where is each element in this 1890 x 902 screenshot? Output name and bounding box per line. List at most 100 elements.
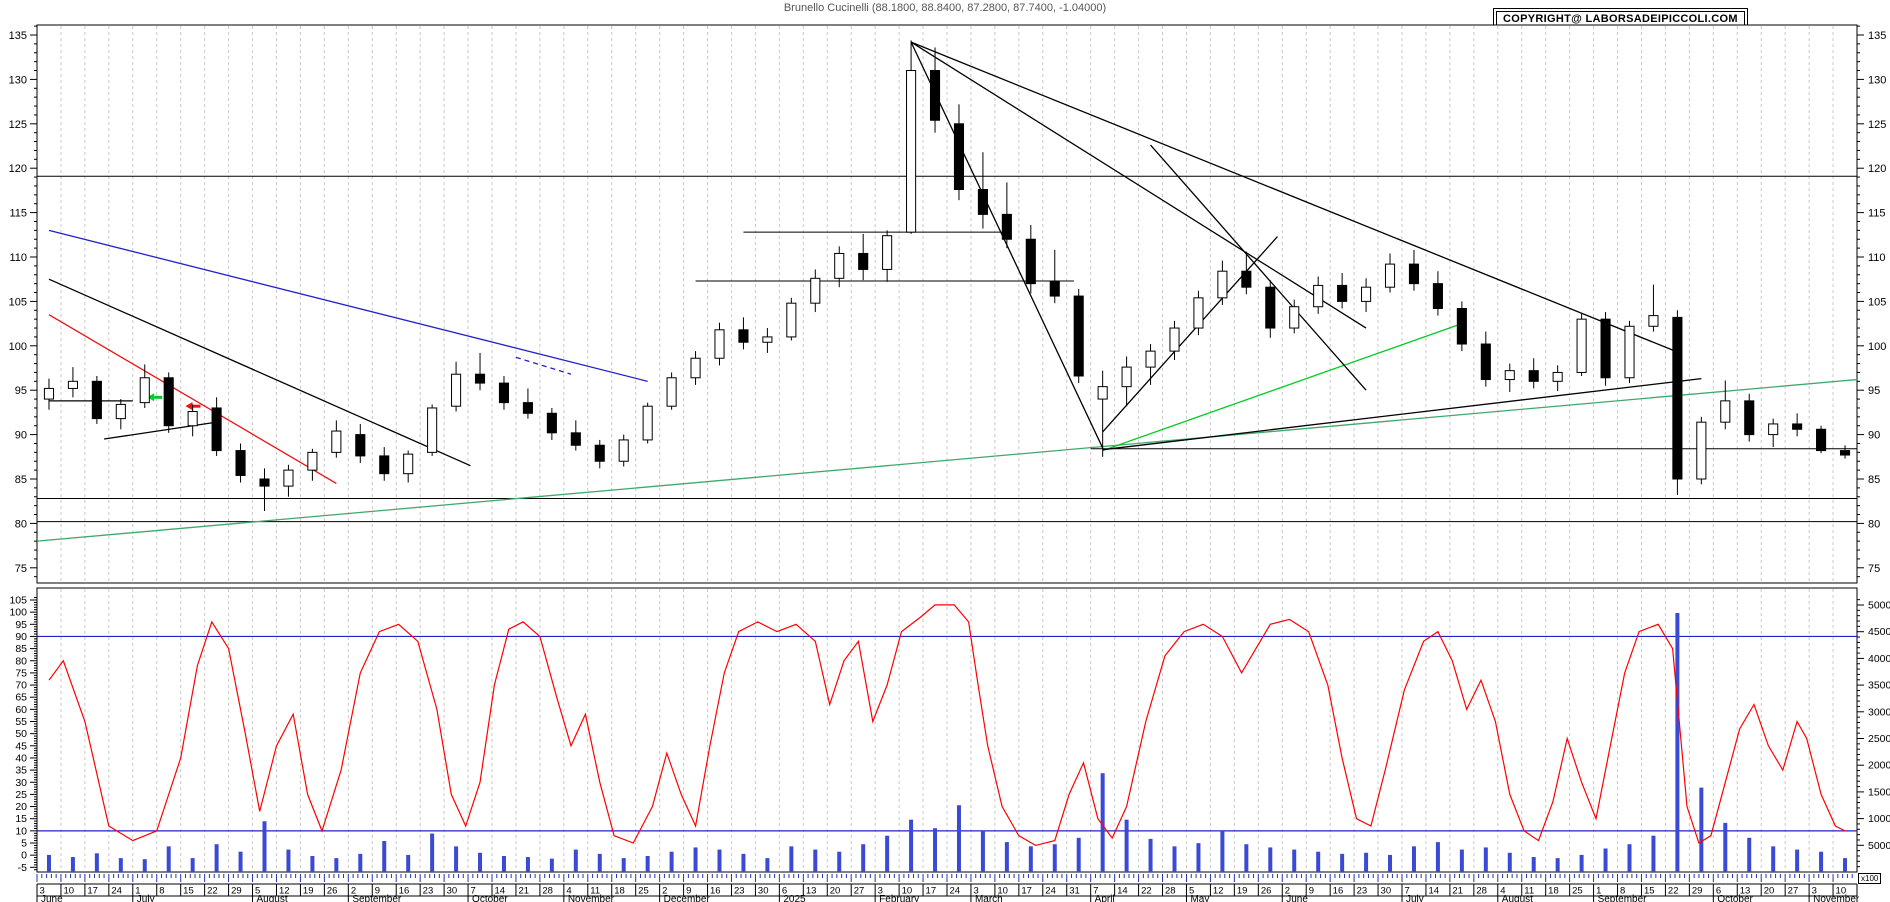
- candle-down: [1792, 423, 1803, 430]
- svg-text:7: 7: [471, 886, 476, 897]
- volume-bar: [214, 844, 219, 872]
- candle-down: [1337, 284, 1348, 302]
- svg-text:7: 7: [1405, 886, 1410, 897]
- volume-bar: [454, 846, 459, 872]
- candlesticks: [43, 40, 1851, 511]
- svg-text:8: 8: [159, 886, 164, 897]
- svg-text:19: 19: [303, 886, 314, 897]
- candle-down: [1025, 238, 1036, 285]
- svg-text:25: 25: [15, 789, 27, 801]
- candle-down: [929, 70, 941, 121]
- volume-bar: [1435, 842, 1440, 872]
- candle-down: [1408, 263, 1420, 285]
- volume-bar: [1675, 613, 1680, 872]
- volume-bar: [909, 819, 914, 872]
- volume-bar: [430, 833, 435, 872]
- volume-bar: [1124, 819, 1129, 872]
- svg-text:August: August: [257, 894, 288, 902]
- candle-up: [1313, 284, 1324, 308]
- volume-bar: [1699, 787, 1704, 872]
- volume-bar: [573, 849, 578, 872]
- volume-bar: [334, 858, 339, 872]
- svg-text:80: 80: [1868, 518, 1880, 530]
- svg-text:105: 105: [9, 296, 27, 308]
- candle-up: [1121, 366, 1132, 388]
- candle-up: [307, 451, 318, 471]
- svg-text:12: 12: [1213, 886, 1224, 897]
- svg-text:30000: 30000: [1868, 706, 1890, 718]
- candle-up: [115, 403, 126, 420]
- volume-bar: [70, 857, 75, 872]
- candle-down: [355, 434, 366, 457]
- svg-text:135: 135: [1868, 30, 1886, 42]
- svg-text:31: 31: [1069, 886, 1080, 897]
- volume-bar: [789, 846, 794, 872]
- volume-bar: [1723, 822, 1728, 872]
- volume-bar: [1771, 846, 1776, 872]
- date-axis: 3 10 17 24 1 8 15 22 29 5 12 19 26 2 9 16 23 30 7 14 21 28 4 11…: [36, 874, 1860, 902]
- volume-bar: [1843, 858, 1848, 872]
- svg-text:March: March: [975, 894, 1003, 902]
- volume-bar: [956, 805, 961, 872]
- volume-bar: [1411, 846, 1416, 872]
- svg-text:10: 10: [15, 825, 27, 837]
- candle-up: [714, 329, 725, 359]
- candle-up: [1552, 371, 1563, 382]
- price-axis: 75 75 80 80 85 85 90 90 95 95 100 100 105 105 110 110 11…: [9, 25, 1886, 578]
- svg-text:135: 135: [9, 30, 27, 42]
- signal-arrows: [147, 393, 201, 411]
- volume-bar: [1100, 773, 1105, 872]
- candle-up: [1289, 306, 1300, 329]
- chart-title: Brunello Cucinelli (88.1800, 88.8400, 87…: [783, 2, 1107, 14]
- svg-text:November: November: [568, 894, 615, 902]
- candle-down: [163, 377, 174, 427]
- svg-text:30: 30: [758, 886, 769, 897]
- volume-bar: [1292, 849, 1297, 872]
- svg-text:5: 5: [21, 838, 27, 850]
- signal-arrow-icon: [147, 393, 155, 402]
- svg-text:28: 28: [542, 886, 553, 897]
- candle-up: [427, 407, 438, 453]
- svg-text:13: 13: [806, 886, 817, 897]
- candle-down: [474, 373, 486, 384]
- svg-text:75: 75: [15, 667, 27, 679]
- volume-bar: [262, 821, 267, 872]
- volume-bar: [1819, 851, 1824, 872]
- volume-bar: [1004, 842, 1009, 872]
- svg-text:15: 15: [1644, 886, 1655, 897]
- volume-bar: [1603, 848, 1608, 872]
- volume-bar: [1747, 837, 1752, 872]
- volume-bar: [1795, 849, 1800, 872]
- svg-text:24: 24: [111, 886, 122, 897]
- svg-text:85: 85: [1868, 474, 1880, 486]
- svg-text:3: 3: [973, 886, 978, 897]
- candle-down: [570, 432, 581, 446]
- candle-down: [1456, 308, 1467, 345]
- volume-bar: [382, 841, 387, 872]
- svg-text:21: 21: [1452, 886, 1463, 897]
- svg-text:10: 10: [902, 886, 913, 897]
- volume-bar: [1076, 837, 1081, 872]
- svg-text:105: 105: [9, 595, 27, 607]
- candle-up: [1217, 270, 1228, 299]
- candle-up: [1720, 400, 1731, 423]
- volume-bar: [46, 854, 51, 872]
- svg-text:20000: 20000: [1868, 760, 1890, 772]
- svg-text:125: 125: [1868, 119, 1886, 131]
- svg-text:30: 30: [447, 886, 458, 897]
- candle-down: [1480, 343, 1491, 381]
- candle-up: [1576, 318, 1587, 373]
- svg-text:17: 17: [926, 886, 937, 897]
- svg-text:February: February: [879, 894, 919, 902]
- svg-text:25: 25: [638, 886, 649, 897]
- candle-down: [1816, 428, 1827, 452]
- svg-text:10: 10: [63, 886, 74, 897]
- volume-bar: [478, 852, 483, 872]
- svg-text:85: 85: [15, 474, 27, 486]
- candle-down: [738, 329, 749, 343]
- volume-bar: [1459, 849, 1464, 872]
- svg-text:26: 26: [327, 886, 338, 897]
- candle-up: [1097, 386, 1108, 400]
- candle-up: [139, 377, 150, 404]
- svg-text:30: 30: [1381, 886, 1392, 897]
